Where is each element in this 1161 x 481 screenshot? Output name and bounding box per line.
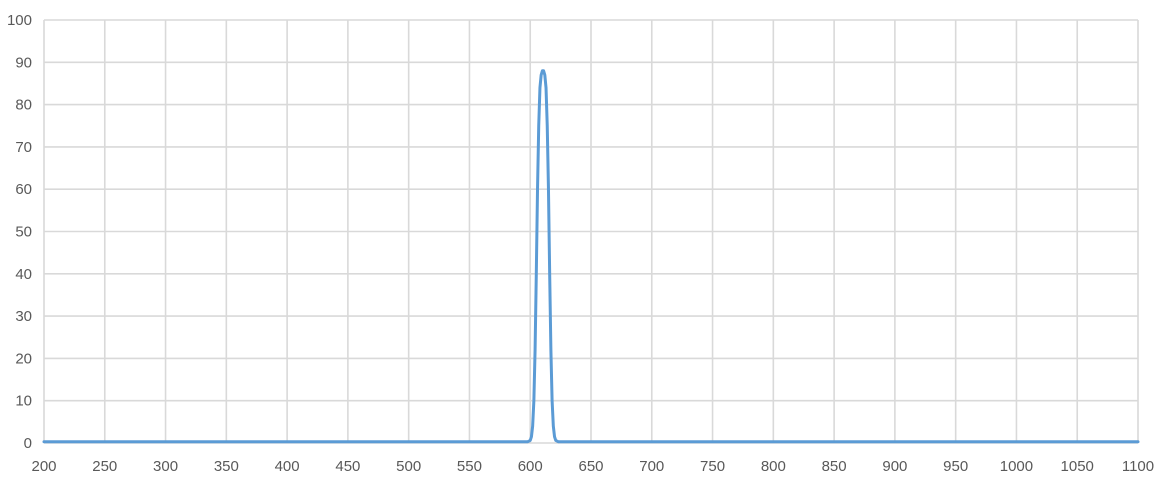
x-tick-label: 750 <box>700 458 725 475</box>
y-tick-label: 70 <box>15 139 32 156</box>
x-tick-label: 200 <box>31 458 56 475</box>
y-tick-label: 20 <box>15 350 32 367</box>
y-tick-label: 60 <box>15 181 32 198</box>
horizontal-gridlines <box>44 19 1138 444</box>
x-tick-label: 800 <box>761 458 786 475</box>
x-tick-label: 400 <box>275 458 300 475</box>
y-tick-label: 30 <box>15 308 32 325</box>
x-tick-label: 850 <box>822 458 847 475</box>
x-tick-label: 1100 <box>1122 458 1154 475</box>
y-tick-label: 80 <box>15 97 32 114</box>
y-axis-tick-labels: 0 10 20 30 40 50 60 70 80 90 100 <box>7 12 32 452</box>
x-tick-label: 1050 <box>1061 458 1094 475</box>
x-tick-label: 350 <box>214 458 239 475</box>
y-tick-label: 10 <box>15 393 32 410</box>
x-tick-label: 600 <box>518 458 543 475</box>
x-tick-label: 700 <box>639 458 664 475</box>
y-tick-label: 50 <box>15 224 32 241</box>
x-tick-label: 1000 <box>1000 458 1033 475</box>
series-line <box>42 69 1140 444</box>
x-tick-label: 500 <box>396 458 421 475</box>
x-tick-label: 300 <box>153 458 178 475</box>
y-tick-label: 0 <box>24 435 32 452</box>
y-tick-label: 100 <box>7 12 32 29</box>
x-tick-label: 650 <box>578 458 603 475</box>
x-tick-label: 950 <box>943 458 968 475</box>
series-layer <box>42 69 1140 444</box>
y-tick-label: 40 <box>15 266 32 283</box>
x-tick-label: 250 <box>92 458 117 475</box>
y-tick-label: 90 <box>15 54 32 71</box>
x-tick-label: 550 <box>457 458 482 475</box>
x-axis-tick-labels: 200 250 300 350 400 450 500 550 600 650 700 750 800 8… <box>31 458 1154 475</box>
x-tick-label: 450 <box>335 458 360 475</box>
x-tick-label: 900 <box>882 458 907 475</box>
